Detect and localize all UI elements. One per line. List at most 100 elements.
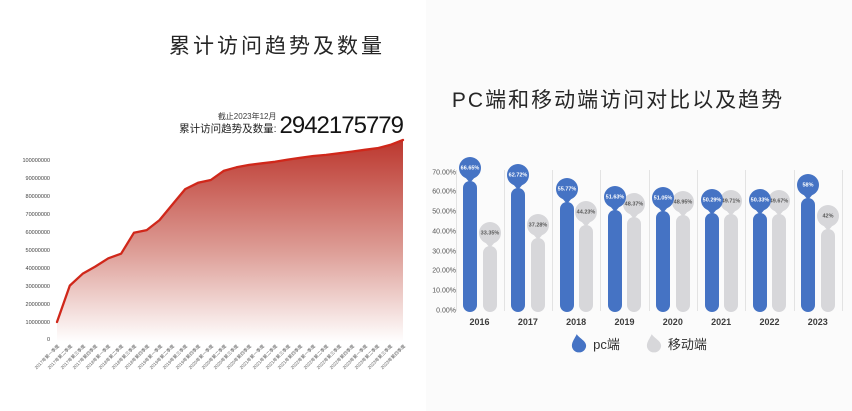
mobile-bar-2023 (820, 229, 835, 312)
x-axis-tick-label: 2017年第三季度 (59, 343, 86, 371)
left-chart-title: 累计访问趋势及数量 (169, 35, 385, 58)
x-axis-tick-label: 2021年第三季度 (264, 343, 291, 371)
group-separator-line (503, 170, 505, 311)
x-axis-tick-label: 2018年第四季度 (123, 343, 150, 371)
area-fill (57, 140, 403, 342)
y-axis-tick-label: 10.00% (432, 286, 456, 295)
x-axis-tick-label: 2021年第四季度 (277, 343, 304, 371)
x-axis-tick-label: 2023年第三季度 (366, 343, 394, 371)
x-axis-tick-label: 2017年第一季度 (33, 343, 61, 371)
balloon-tail (706, 208, 717, 215)
balloon-tail (561, 198, 572, 205)
legend-label-pc: pc端 (593, 336, 620, 352)
x-axis-tick-label: 2020年第四季度 (225, 343, 253, 371)
area-plot (55, 138, 405, 342)
y-axis-tick-label: 0 (46, 335, 50, 342)
pc-bar-2021 (704, 212, 719, 312)
trend-line (55, 138, 405, 324)
x-axis-tick-label: 2022年第二季度 (302, 343, 330, 371)
y-axis-tick-label: 60.00% (432, 188, 456, 196)
y-axis-tick-label: 10000000 (25, 318, 50, 325)
data-label: 55.77% (557, 185, 576, 192)
mobile-bar-2022 (772, 214, 787, 312)
data-label: 50.29% (702, 196, 721, 203)
group-separator-line (793, 170, 795, 311)
group-separator-line (552, 170, 554, 311)
y-axis-tick-label: 20.00% (432, 267, 456, 275)
y-axis-tick-label: 30.00% (432, 247, 456, 256)
x-axis-tick-label: 2018年第三季度 (110, 343, 138, 371)
x-axis-tick-label: 2020年第二季度 (200, 343, 227, 371)
balloon-tail (658, 207, 669, 214)
balloon-tail (629, 212, 640, 219)
x-axis-tick-label: 2023年第一季度 (341, 343, 368, 371)
pc-bar-2022 (752, 212, 767, 312)
x-axis-year-label: 2016 (469, 317, 490, 327)
mobile-bar-2018 (579, 224, 594, 312)
x-axis-tick-label: 2021年第一季度 (238, 343, 266, 371)
stat-caption-label: 累计访问趋势及数量: (179, 123, 277, 135)
x-axis-tick-label: 2017年第四季度 (72, 343, 99, 371)
x-axis-year-label: 2021 (711, 317, 732, 327)
x-axis-tick-label: 2022年第一季度 (289, 343, 317, 371)
area-chart: 100000000 90000000 80000000 70000000 6000000… (22, 135, 406, 370)
x-axis-tick-label: 2019年第二季度 (148, 343, 176, 371)
pc-bar-2023 (801, 197, 816, 312)
mobile-balloon-2019: 48.37% (623, 192, 646, 219)
pc-bar-2018 (559, 202, 574, 312)
x-axis-year-label: 2017 (517, 317, 538, 327)
as-of-date-label: 截止2023年12月 (217, 112, 277, 121)
y-axis-tick-label: 70.00% (432, 168, 456, 177)
pc-balloon-2016: 66.65% (459, 156, 481, 183)
mobile-balloon-2022: 49.67% (768, 190, 791, 217)
x-axis-tick-label: 2019年第一季度 (136, 343, 163, 371)
data-label: 48.37% (625, 200, 644, 207)
y-axis-tick-label: 40.00% (432, 227, 456, 236)
pc-bar-2020 (656, 211, 671, 312)
pc-bar-2016 (463, 180, 477, 312)
group-separator-line (455, 170, 457, 311)
mobile-balloon-2021: 49.71% (720, 189, 743, 216)
mobile-bar-2021 (724, 213, 739, 312)
data-label: 48.95% (673, 199, 693, 206)
x-axis-tick-label: 2020年第一季度 (187, 343, 214, 371)
balloon-tail (581, 220, 592, 227)
x-axis-tick-label: 2019年第三季度 (161, 343, 189, 371)
group-separator-line (697, 170, 699, 311)
legend-label-mobile: 移动端 (667, 336, 707, 352)
x-axis-tick-label: 2021年第二季度 (251, 343, 279, 371)
mobile-balloon-2017: 37.28% (526, 214, 549, 241)
data-label: 44.23% (576, 208, 596, 215)
pc-balloon-2020: 51.05% (652, 187, 675, 214)
balloon-tail (726, 209, 737, 216)
data-label: 49.71% (721, 197, 741, 204)
mobile-balloon-2018: 44.23% (575, 200, 598, 227)
pc-balloon-2019: 51.63% (603, 186, 626, 213)
pc-balloon-2022: 50.33% (748, 188, 771, 215)
data-label: 58% (802, 181, 814, 188)
mobile-drop-icon (646, 334, 661, 353)
chart-legend: pc端 移动端 (426, 333, 852, 353)
data-label: 37.28% (528, 222, 548, 229)
x-axis-tick-label: 2020年第三季度 (213, 343, 240, 371)
x-axis-tick-label: 2022年第三季度 (315, 343, 343, 371)
mobile-balloon-2020: 48.95% (671, 191, 694, 218)
pc-bar-2017 (511, 188, 526, 312)
data-label: 33.35% (480, 229, 499, 236)
balloon-tail (484, 242, 495, 249)
balloon-tail (465, 176, 475, 183)
legend-item-mobile: 移动端 (646, 333, 707, 353)
pc-drop-icon (572, 334, 587, 353)
y-axis-tick-label: 50000000 (25, 247, 50, 254)
group-separator-line (648, 170, 650, 311)
data-label: 66.65% (460, 164, 480, 171)
mobile-balloon-2023: 42% (816, 205, 839, 232)
right-chart-title: PC端和移动端访问对比以及趋势 (451, 89, 785, 112)
stat-labels: 截止2023年12月 累计访问趋势及数量: (179, 112, 276, 138)
x-axis-tick-label: 2019年第四季度 (174, 343, 202, 371)
data-label: 51.63% (605, 193, 625, 200)
balloon-tail (609, 206, 620, 213)
x-axis-tick-label: 2018年第一季度 (84, 343, 112, 371)
mobile-bar-2019 (627, 216, 642, 312)
